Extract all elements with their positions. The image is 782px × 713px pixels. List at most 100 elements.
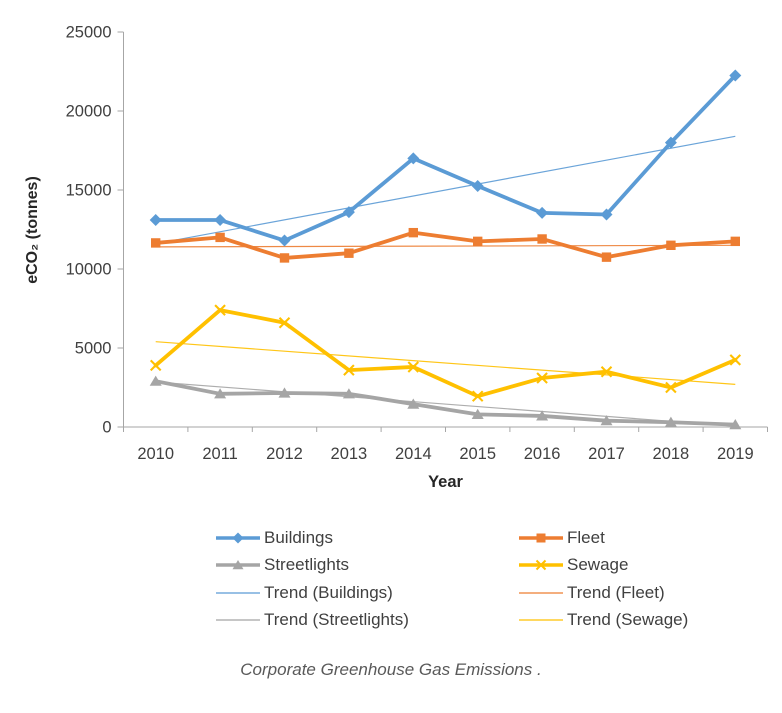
triangle-marker: [536, 410, 549, 421]
square-marker: [536, 533, 546, 543]
trend-line-trend-sewage: [155, 341, 736, 385]
legend-label: Trend (Sewage): [567, 610, 689, 630]
series-markers-fleet: [151, 227, 740, 263]
square-marker: [151, 238, 161, 248]
legend-label: Buildings: [264, 527, 333, 547]
triangle-marker: [232, 560, 244, 570]
diamond-icon: [232, 532, 244, 544]
x-tick-label: 2012: [266, 445, 303, 463]
legend-label: Streetlights: [264, 555, 350, 575]
x-marker: [214, 304, 226, 316]
square-marker: [537, 234, 547, 244]
triangle-icon: [232, 560, 244, 570]
triangle-marker: [278, 387, 291, 398]
legend-swatch-trend-sewage: [518, 612, 564, 628]
x-tick-label: 2010: [137, 445, 174, 463]
y-tick-label: 5000: [75, 340, 112, 358]
x-marker: [149, 359, 162, 372]
diamond-marker: [600, 208, 613, 221]
triangle-marker: [407, 398, 420, 409]
series-line-streetlights: [153, 379, 738, 427]
square-marker: [730, 236, 740, 247]
diamond-marker: [664, 136, 677, 149]
x-tick-label: 2018: [653, 445, 690, 463]
triangle-marker: [600, 415, 613, 426]
x-tick-label: 2011: [202, 445, 237, 463]
diamond-marker: [278, 234, 291, 247]
legend-swatch-trend-buildings: [215, 585, 261, 601]
y-tick-label: 0: [102, 419, 111, 437]
diamond-marker: [536, 206, 549, 219]
legend-swatch-fleet: [518, 530, 564, 546]
x-tick-label: 2017: [588, 445, 625, 463]
x-marker: [471, 390, 484, 402]
trend-line-trend-buildings: [155, 135, 736, 245]
square-marker: [408, 227, 418, 238]
diamond-marker: [729, 69, 742, 82]
trend-line-trend-streetlights: [155, 381, 736, 427]
y-tick-label: 20000: [66, 103, 112, 121]
x-marker: [535, 560, 547, 571]
legend-item-trend-fleet: Trend (Fleet): [518, 579, 688, 607]
x-tick-label: 2013: [331, 445, 368, 463]
triangle-marker: [214, 388, 227, 399]
x-tick-label: 2014: [395, 445, 432, 463]
chart-caption: Corporate Greenhouse Gas Emissions .: [240, 660, 542, 679]
square-marker: [601, 252, 612, 262]
legend-item-trend-buildings: Trend (Buildings): [215, 579, 518, 607]
x-marker: [729, 354, 742, 366]
legend-swatch-streetlights: [215, 557, 261, 573]
y-tick-label: 25000: [66, 24, 112, 42]
legend-item-streetlights: Streetlights: [215, 552, 518, 580]
legend-label: Fleet: [567, 527, 605, 547]
series-line-buildings: [153, 73, 738, 243]
x-marker: [536, 372, 548, 384]
legend-label: Trend (Fleet): [567, 582, 665, 602]
series-line-sewage: [153, 308, 738, 399]
square-marker: [344, 248, 354, 258]
x-axis-title: Year: [428, 473, 463, 491]
x-marker: [343, 364, 355, 376]
legend-item-sewage: Sewage: [518, 552, 688, 580]
series-markers-streetlights: [149, 375, 742, 430]
legend-item-trend-sewage: Trend (Sewage): [518, 607, 688, 635]
legend-item-trend-streetlights: Trend (Streetlights): [215, 607, 518, 635]
x-icon: [535, 560, 547, 571]
x-marker: [665, 381, 677, 394]
streetlights-series-swatch-icon: [216, 560, 260, 570]
series-line-fleet: [153, 230, 738, 260]
square-marker: [473, 236, 483, 247]
diamond-marker: [342, 206, 355, 219]
legend-swatch-buildings: [215, 530, 261, 546]
square-marker: [666, 240, 676, 250]
buildings-series-swatch-icon: [216, 532, 260, 544]
x-tick-label: 2015: [459, 445, 496, 463]
diamond-marker: [149, 214, 162, 227]
diamond-marker: [471, 180, 484, 193]
chart-legend: Buildings Fleet Streetlights Sewage Trend (B…: [215, 524, 688, 634]
line-chart: 0 5000 10000 15000 20000 25000 2010 2011 2012 201…: [66, 24, 768, 491]
x-marker: [278, 316, 291, 329]
y-tick-label: 15000: [66, 182, 112, 200]
diamond-marker: [407, 152, 420, 165]
y-tick-label: 10000: [66, 261, 112, 279]
legend-swatch-trend-fleet: [518, 585, 564, 601]
legend-swatch-sewage: [518, 557, 564, 573]
legend-item-buildings: Buildings: [215, 524, 518, 552]
triangle-marker: [149, 375, 162, 386]
diamond-marker: [214, 214, 227, 227]
trend-streetlights-trend-swatch-icon: [216, 619, 260, 621]
triangle-marker: [664, 416, 677, 427]
triangle-marker: [471, 408, 484, 419]
trend-fleet-trend-swatch-icon: [519, 592, 563, 594]
x-tick-label: 2016: [524, 445, 561, 463]
square-icon: [536, 533, 546, 543]
fleet-series-swatch-icon: [519, 533, 563, 543]
legend-label: Trend (Streetlights): [264, 610, 409, 630]
diamond-marker: [232, 532, 244, 544]
square-marker: [215, 232, 225, 243]
x-marker: [407, 361, 420, 373]
triangle-marker: [342, 388, 355, 399]
legend-item-fleet: Fleet: [518, 524, 688, 552]
